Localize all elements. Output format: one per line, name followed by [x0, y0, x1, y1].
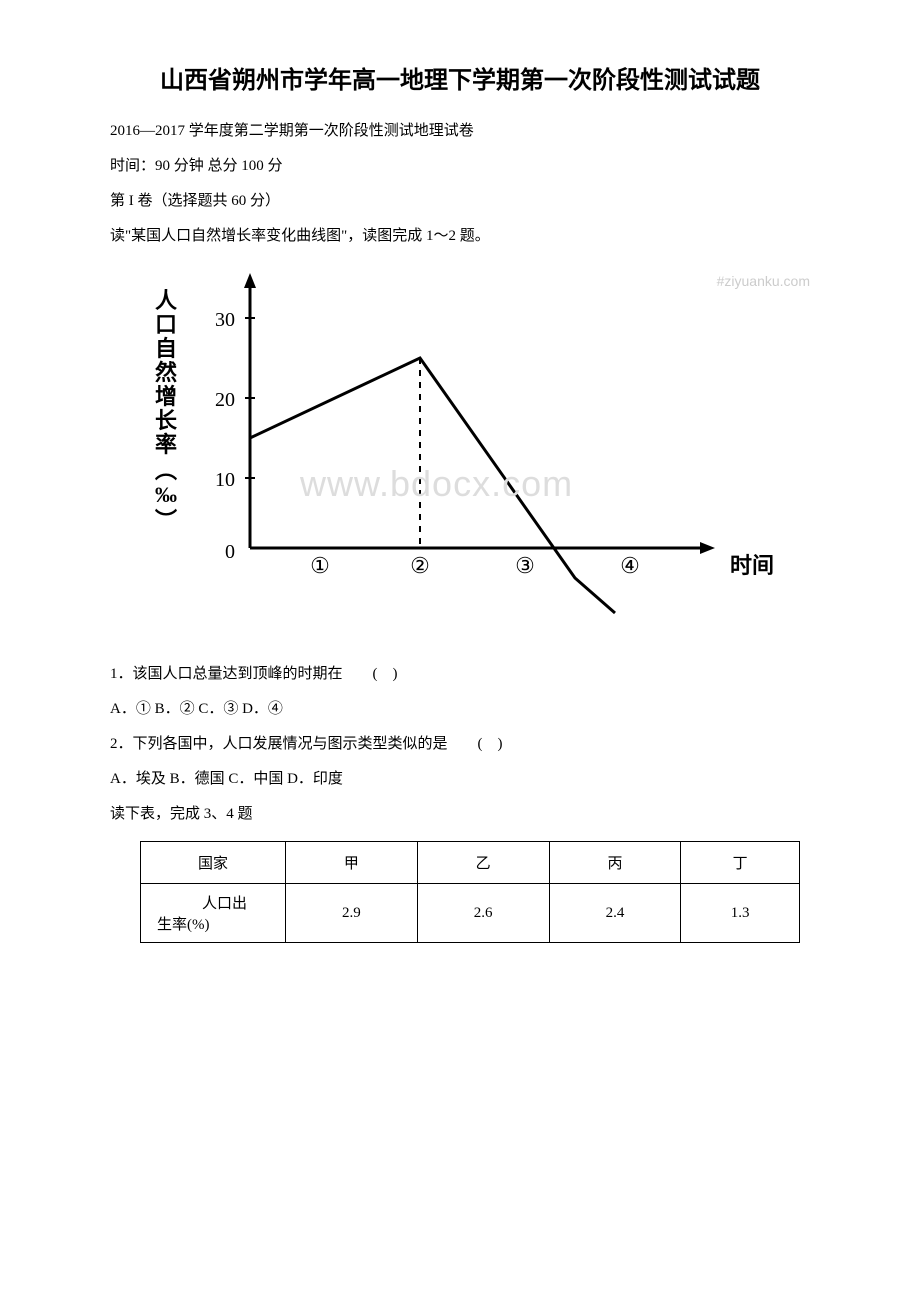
table-row: 国家 甲 乙 丙 丁	[141, 842, 800, 884]
intro-line-3: 第 I 卷（选择题共 60 分）	[80, 185, 840, 218]
y-tick-label-20: 20	[215, 389, 235, 411]
y-tick-label-10: 10	[215, 469, 235, 491]
y-tick-label-0: 0	[225, 541, 235, 563]
question-1: 1．该国人口总量达到顶峰的时期在 ( )	[80, 658, 840, 691]
intro-line-4: 读"某国人口自然增长率变化曲线图"，读图完成 1～2 题。	[80, 220, 840, 253]
intro-line-1: 2016—2017 学年度第二学期第一次阶段性测试地理试卷	[80, 115, 840, 148]
x-axis-label: 时间	[730, 553, 774, 578]
question-2-options: A．埃及 B．德国 C．中国 D．印度	[80, 763, 840, 796]
x-tick-label-2: ②	[410, 553, 430, 578]
chart-svg: 人 口 自 然 增 长 率 ︵ ‰ ︶ 30 20 10 0	[120, 268, 800, 638]
data-table-container: 国家 甲 乙 丙 丁 人口出 生率(%) 2.9 2.6 2.4 1.3	[140, 841, 800, 943]
table-cell: 2.6	[417, 884, 549, 943]
table-header-cell: 国家	[141, 842, 286, 884]
table-header-cell: 丙	[549, 842, 681, 884]
y-axis-label: 人 口 自 然 增 长 率 ︵ ‰ ︶	[155, 288, 183, 533]
question-2: 2．下列各国中，人口发展情况与图示类型类似的是 ( )	[80, 728, 840, 761]
table-header-cell: 甲	[285, 842, 417, 884]
table-header-cell: 乙	[417, 842, 549, 884]
label-text-top: 人口出	[149, 892, 277, 913]
watermark-mid: www.bdocx.com	[300, 463, 573, 505]
table-intro: 读下表，完成 3、4 题	[80, 798, 840, 831]
x-axis-arrow	[700, 542, 715, 554]
table-row: 人口出 生率(%) 2.9 2.6 2.4 1.3	[141, 884, 800, 943]
x-tick-label-3: ③	[515, 553, 535, 578]
table-header-cell: 丁	[681, 842, 800, 884]
watermark-top: #ziyuanku.com	[717, 273, 810, 289]
x-tick-label-4: ④	[620, 553, 640, 578]
table-cell: 2.9	[285, 884, 417, 943]
y-tick-label-30: 30	[215, 309, 235, 331]
data-table: 国家 甲 乙 丙 丁 人口出 生率(%) 2.9 2.6 2.4 1.3	[140, 841, 800, 943]
question-1-options: A．① B．② C．③ D．④	[80, 693, 840, 726]
table-cell: 1.3	[681, 884, 800, 943]
x-tick-label-1: ①	[310, 553, 330, 578]
chart-container: #ziyuanku.com www.bdocx.com 人 口 自 然 增 长 …	[120, 268, 840, 643]
table-cell: 2.4	[549, 884, 681, 943]
y-axis-arrow	[244, 273, 256, 288]
table-row-label: 人口出 生率(%)	[141, 884, 286, 943]
label-text-bottom: 生率(%)	[149, 913, 277, 934]
page-title: 山西省朔州市学年高一地理下学期第一次阶段性测试试题	[80, 60, 840, 95]
intro-line-2: 时间：90 分钟 总分 100 分	[80, 150, 840, 183]
